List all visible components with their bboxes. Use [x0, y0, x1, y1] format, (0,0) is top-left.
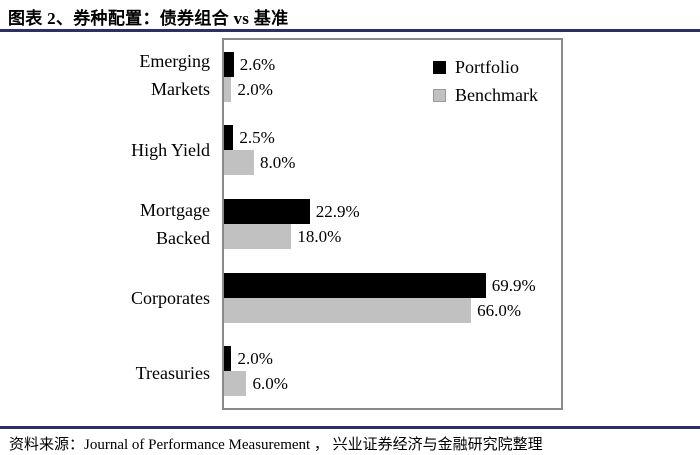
figure-title: 图表 2、券种配置：债券组合 vs 基准 [8, 9, 289, 28]
category-axis: Emerging Markets High Yield Mortgage Backed C… [0, 38, 210, 410]
value-label: 22.9% [315, 201, 360, 221]
legend-label: Benchmark [455, 85, 538, 105]
portfolio-bar [224, 272, 486, 298]
value-label: 2.6% [239, 54, 276, 74]
category-label: Mortgage Backed [140, 200, 210, 249]
benchmark-bar [224, 371, 247, 397]
bar-line: 2.0% [224, 346, 561, 372]
value-label: 2.0% [237, 79, 273, 99]
benchmark-bar [224, 223, 292, 249]
bar-row: 2.5% 8.0% [224, 114, 561, 188]
legend: Portfolio Benchmark [433, 55, 538, 107]
footer-rule [0, 426, 700, 429]
bar-line: 69.9% [224, 272, 561, 298]
bar-row: 2.6% 2.0% [224, 40, 561, 114]
plot-area: 2.6% 2.0% 2.5% 8.0% 22.9% 18.0% 69.9% 66.0% 2.0%… [222, 38, 563, 410]
bar-line: 18.0% [224, 223, 561, 249]
category-label: High Yield [131, 139, 210, 160]
category-label: Corporates [131, 288, 210, 309]
legend-swatch-benchmark [433, 88, 446, 102]
bar-line: 2.5% [224, 125, 561, 151]
category-label: Emerging Markets [139, 51, 210, 100]
bar-row: 22.9% 18.0% [224, 187, 561, 261]
bar-line: 2.6% [224, 51, 561, 77]
bar-line: 66.0% [224, 297, 561, 323]
portfolio-bar [224, 198, 310, 224]
benchmark-bar [224, 150, 254, 176]
bar-line: 22.9% [224, 198, 561, 224]
bar-line: 2.0% [224, 76, 561, 102]
legend-swatch-portfolio [433, 60, 446, 74]
portfolio-bar [224, 125, 234, 151]
title-underline [0, 29, 700, 32]
value-label: 6.0% [252, 374, 288, 394]
value-label: 66.0% [477, 300, 522, 320]
portfolio-bar [224, 346, 232, 372]
portfolio-bar [224, 51, 234, 77]
benchmark-bar [224, 76, 232, 102]
value-label: 8.0% [259, 153, 296, 173]
bar-line: 8.0% [224, 150, 561, 176]
source-note: 资料来源：Journal of Performance Measurement … [9, 433, 543, 454]
value-label: 69.9% [491, 275, 536, 295]
source-text: Journal of Performance Measurement ， 兴业证… [84, 437, 543, 453]
bar-row: 2.0% 6.0% [224, 334, 561, 408]
legend-label: Portfolio [455, 57, 520, 77]
bar-rows: 2.6% 2.0% 2.5% 8.0% 22.9% 18.0% 69.9% 66.0% 2.0%… [224, 40, 561, 408]
bar-line: 6.0% [224, 371, 561, 397]
value-label: 2.0% [237, 349, 273, 369]
value-label: 18.0% [297, 226, 342, 246]
source-label: 资料来源： [9, 437, 85, 453]
legend-item-benchmark: Benchmark [433, 83, 538, 107]
bar-row: 69.9% 66.0% [224, 261, 561, 335]
category-label: Treasuries [135, 362, 210, 383]
value-label: 2.5% [239, 128, 275, 148]
legend-item-portfolio: Portfolio [433, 55, 538, 79]
benchmark-bar [224, 297, 472, 323]
